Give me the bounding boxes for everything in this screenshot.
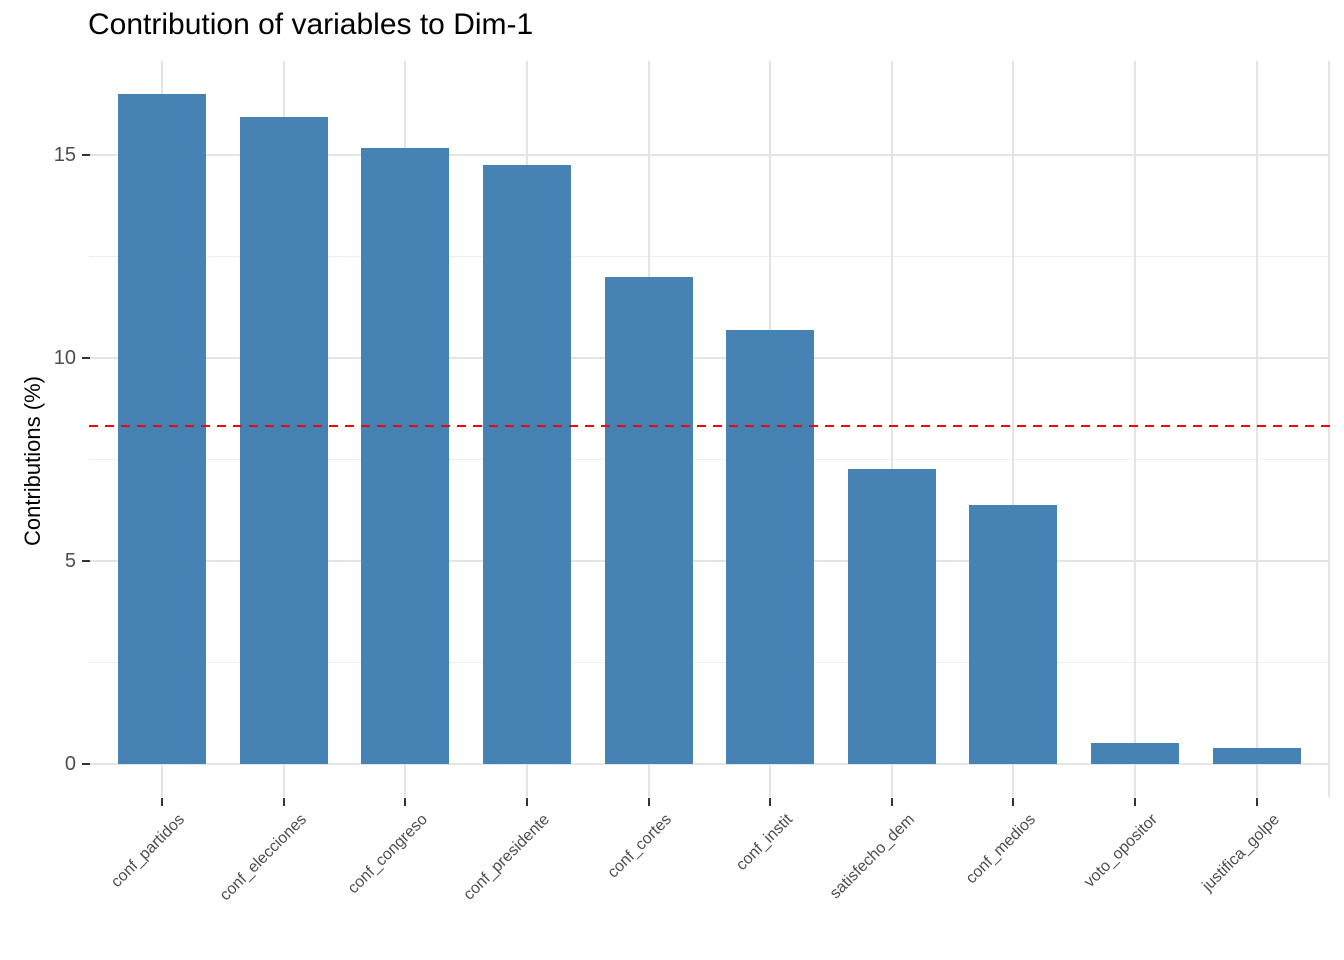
x-tick-mark <box>404 798 407 806</box>
x-tick-mark <box>1012 798 1015 806</box>
x-tick-mark <box>1134 798 1137 806</box>
v-gridline <box>890 61 893 797</box>
bar-satisfecho_dem <box>847 468 936 765</box>
v-gridline <box>1328 61 1330 797</box>
reference-line <box>89 424 1330 427</box>
bar-conf_medios <box>969 505 1058 765</box>
bar-conf_presidente <box>482 165 571 765</box>
bar-voto_opositor <box>1091 742 1180 765</box>
bar-conf_congreso <box>361 147 450 765</box>
x-tick-label: conf_partidos <box>108 811 189 891</box>
bar-conf_instit <box>726 329 815 765</box>
v-gridline <box>1134 61 1137 797</box>
x-tick-mark <box>282 798 285 806</box>
bar-conf_partidos <box>118 93 206 765</box>
x-tick-mark <box>647 798 650 806</box>
x-tick-mark <box>1255 798 1258 806</box>
h-gridline-major <box>89 356 1330 359</box>
h-gridline-minor <box>89 458 1330 460</box>
h-gridline-minor <box>89 662 1330 664</box>
y-axis-title: Contributions (%) <box>20 376 45 546</box>
h-gridline-major <box>89 763 1330 766</box>
h-gridline-major <box>89 560 1330 562</box>
y-tick-label: 0 <box>64 753 76 776</box>
chart-title: Contribution of variables to Dim-1 <box>88 8 534 41</box>
x-tick-mark <box>525 798 528 806</box>
y-tick-mark <box>82 153 90 156</box>
y-tick-mark <box>82 560 90 562</box>
y-tick-label: 10 <box>53 346 76 369</box>
bar-justifica_golpe <box>1212 747 1301 765</box>
bar-conf_elecciones <box>239 116 328 765</box>
h-gridline-minor <box>89 255 1330 257</box>
h-gridline-major <box>89 153 1330 156</box>
y-tick-label: 15 <box>53 143 76 166</box>
v-gridline <box>1255 61 1258 797</box>
x-tick-mark <box>890 798 893 806</box>
y-tick-mark <box>82 356 90 359</box>
x-tick-mark <box>161 798 163 806</box>
y-tick-mark <box>82 763 90 766</box>
x-tick-mark <box>769 798 772 806</box>
v-gridline <box>1012 61 1015 797</box>
bar-conf_cortes <box>604 276 693 765</box>
plot-panel <box>89 61 1330 797</box>
y-tick-label: 5 <box>64 550 76 572</box>
